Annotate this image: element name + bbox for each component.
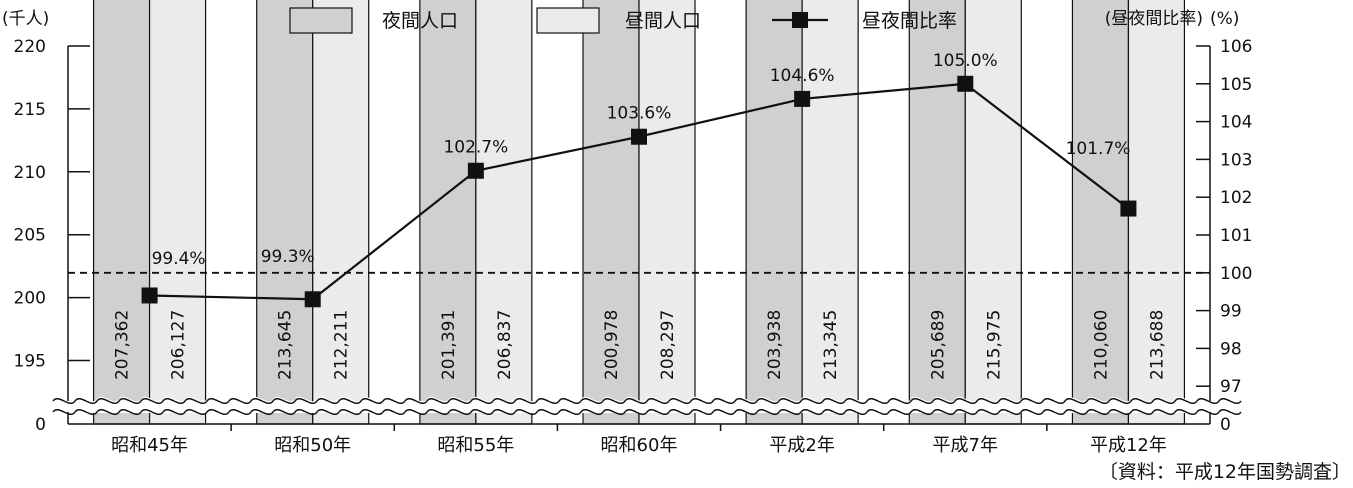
y-right-tick-label: 100 <box>1220 264 1252 284</box>
legend: 夜間人口 昼間人口 昼夜間比率 <box>289 7 957 34</box>
x-tick-label: 平成12年 <box>1090 435 1167 456</box>
x-tick-label: 昭和60年 <box>601 435 678 456</box>
x-tick-label: 平成2年 <box>769 435 834 456</box>
ratio-marker <box>1120 200 1137 217</box>
y-left-tick-label: 210 <box>14 163 46 183</box>
x-tick-label: 昭和55年 <box>437 435 514 456</box>
x-tick-label: 昭和50年 <box>274 435 351 456</box>
y-left-tick-label: 195 <box>14 352 46 372</box>
ratio-marker <box>304 291 321 308</box>
x-tick-label: 平成7年 <box>933 435 998 456</box>
y-left-tick-label: 220 <box>14 37 46 57</box>
y-right-percent-label: (%) <box>1210 9 1239 29</box>
bar-value-label: 201,391 <box>439 310 459 380</box>
axis-break-fill <box>53 403 1225 413</box>
axis-break-wave <box>52 409 1242 415</box>
bar-value-label: 206,837 <box>495 310 515 380</box>
bar-value-label: 213,688 <box>1147 310 1167 380</box>
bar-value-label: 212,211 <box>332 310 352 380</box>
ratio-marker <box>631 128 647 145</box>
legend-label: 夜間人口 <box>382 10 458 32</box>
bar-value-label: 213,645 <box>276 310 296 380</box>
axis-break-wave <box>52 398 1242 404</box>
legend-swatch <box>536 7 600 34</box>
ratio-marker <box>141 287 158 304</box>
y-right-tick-label: 97 <box>1220 377 1242 397</box>
y-right-unit-label: (昼夜間比率) <box>1105 9 1203 29</box>
ratio-value-label: 99.4% <box>152 249 206 269</box>
source-note: 〔資料：平成12年国勢調査〕 <box>1099 461 1351 483</box>
bar-value-label: 208,297 <box>658 310 678 380</box>
y-right-tick-label: 0 <box>1220 415 1231 435</box>
bar <box>148 0 207 425</box>
y-right-tick-label: 101 <box>1220 226 1252 246</box>
ratio-value-label: 105.0% <box>933 51 998 71</box>
axis-break <box>52 396 1242 415</box>
bar <box>964 0 1022 425</box>
ratio-marker <box>794 90 811 107</box>
y-left-tick-label: 215 <box>14 100 46 120</box>
bar-value-label: 203,938 <box>765 310 785 380</box>
ratio-marker <box>467 162 484 179</box>
ratio-value-label: 102.7% <box>443 138 508 158</box>
y-left-tick-label: 200 <box>14 289 46 309</box>
legend-swatch-marker <box>792 12 808 28</box>
y-right-tick-label: 98 <box>1220 339 1242 359</box>
bar-value-label: 200,978 <box>602 310 622 380</box>
bars-layer: 207,362 206,127 213,645 212,211 201,391 206,8… <box>92 0 1186 425</box>
y-right-tick-label: 105 <box>1220 75 1252 95</box>
y-left-tick-label: 205 <box>14 226 46 246</box>
ratio-value-label: 104.6% <box>770 66 835 86</box>
bar-value-label: 206,127 <box>169 310 189 380</box>
y-right-tick-label: 104 <box>1220 113 1252 133</box>
bar <box>745 0 803 425</box>
bar-value-label: 215,975 <box>984 310 1004 380</box>
ratio-line-layer: 99.4% 99.3% 102.7% 103.6% 104.6% 105.0% 101.7% <box>141 51 1137 308</box>
x-tick-label: 昭和45年 <box>111 435 188 456</box>
legend-label: 昼夜間比率 <box>862 10 957 32</box>
bar-value-label: 213,345 <box>821 310 841 380</box>
bar-value-label: 205,689 <box>928 310 948 380</box>
bar <box>475 0 533 425</box>
legend-swatch <box>289 7 353 34</box>
bar-value-label: 207,362 <box>113 310 133 380</box>
y-right-tick-label: 106 <box>1220 37 1252 57</box>
bar-value-label: 210,060 <box>1091 310 1111 380</box>
ratio-value-label: 101.7% <box>1066 139 1131 159</box>
y-left-unit-label: (千人) <box>2 9 49 29</box>
ratio-marker <box>957 75 974 92</box>
y-right-tick-label: 99 <box>1220 302 1242 322</box>
ratio-value-label: 103.6% <box>607 104 672 124</box>
y-right-tick-label: 102 <box>1220 188 1252 208</box>
legend-label: 昼間人口 <box>625 10 701 32</box>
y-left-tick-label: 0 <box>35 415 46 435</box>
axis-units: (千人) (昼夜間比率) (%) <box>2 9 1239 29</box>
axes: 220 215 210 205 200 195 0 106 105 104 103 102 101 100… <box>14 37 1253 456</box>
y-right-tick-label: 103 <box>1220 150 1252 170</box>
ratio-value-label: 99.3% <box>261 247 315 267</box>
